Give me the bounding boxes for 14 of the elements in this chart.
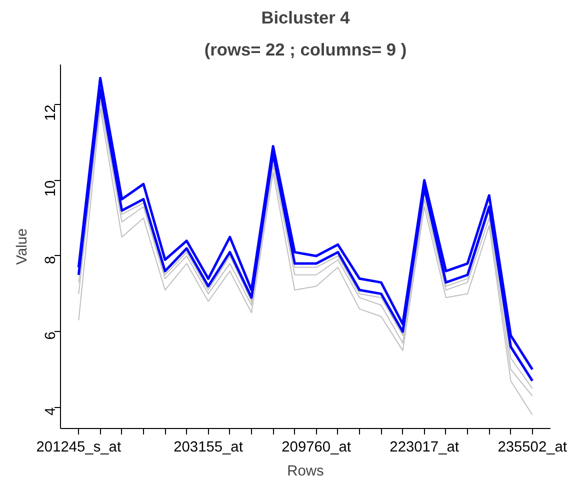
y-tick-label: 4 — [43, 407, 59, 416]
x-tick-label: 223017_at — [390, 440, 459, 456]
x-tick-label: 203155_at — [174, 440, 243, 456]
y-tick-label: 8 — [43, 256, 59, 264]
x-axis-title: Rows — [287, 464, 324, 480]
x-tick-label: 235502_at — [498, 440, 567, 456]
chart-subtitle: (rows= 22 ; columns= 9 ) — [204, 40, 407, 60]
chart-title: Bicluster 4 — [261, 8, 350, 28]
x-tick-label: 201245_s_at — [36, 440, 122, 456]
x-tick-label: 209760_at — [282, 440, 351, 456]
y-tick-label: 6 — [43, 332, 59, 340]
y-tick-label: 10 — [43, 180, 59, 197]
y-tick-label: 12 — [43, 104, 59, 121]
y-axis-title: Value — [14, 228, 30, 265]
